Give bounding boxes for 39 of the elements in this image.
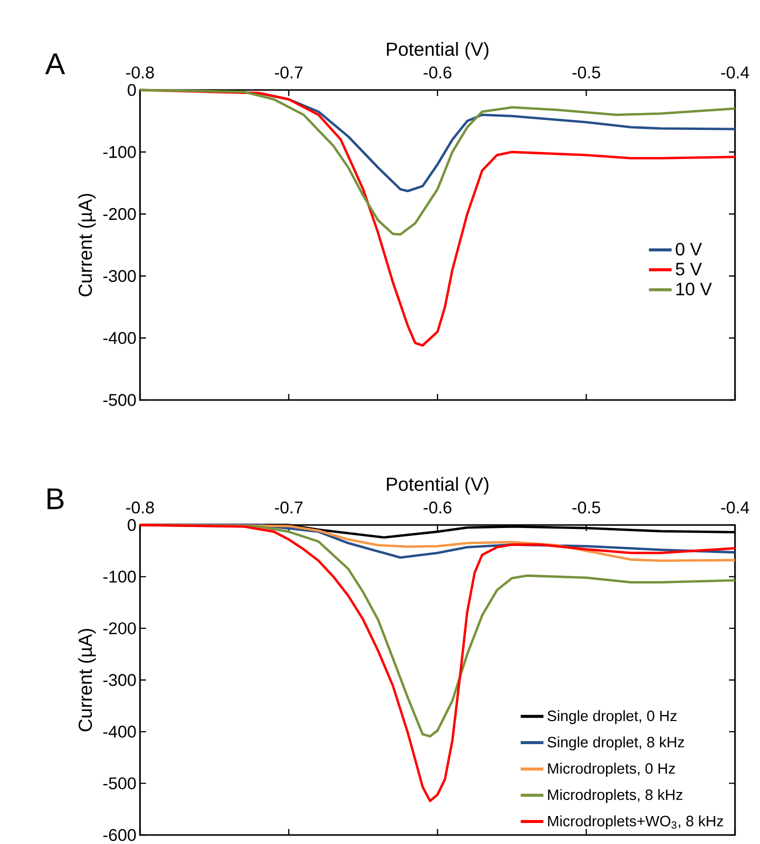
x-tick-label: -0.6 <box>424 66 452 78</box>
y-axis-title: Current (µA) <box>78 628 96 732</box>
text: A <box>45 54 66 74</box>
x-tick-label: -0.8 <box>126 501 154 514</box>
text: B <box>48 488 64 510</box>
y-axis-title: Current (µA) <box>78 194 96 296</box>
y-tick-label: -500 <box>103 394 136 406</box>
x-axis-title: Potential (V) <box>386 42 488 60</box>
x-tick-label: -0.5 <box>572 501 600 514</box>
x-axis-title: Potential (V) <box>386 477 488 495</box>
y-tick-label: -300 <box>103 674 136 686</box>
y-tick-label: -100 <box>103 146 136 158</box>
y-tick-label: -400 <box>103 726 136 738</box>
x-tick-label: -0.6 <box>424 501 452 514</box>
y-tick-label: -500 <box>103 777 136 790</box>
y-tick-label: -600 <box>103 829 136 841</box>
x-tick-label: -0.7 <box>274 501 302 514</box>
legend-label: 5 V <box>676 262 702 276</box>
line-series <box>138 524 736 802</box>
legend-label: 10 V <box>676 282 712 296</box>
y-tick-label: -100 <box>103 570 136 583</box>
x-tick-label: -0.5 <box>572 66 600 78</box>
legend-label: 0 V <box>676 242 702 256</box>
y-tick-label: 0 <box>128 519 136 531</box>
y-tick-label: -400 <box>103 332 136 344</box>
x-tick-label: -0.8 <box>126 66 154 78</box>
y-tick-label: -200 <box>103 622 136 634</box>
legend-label: Microdroplets, 0 Hz <box>548 762 675 777</box>
x-tick-label: -0.7 <box>274 66 302 78</box>
line-series <box>138 88 736 236</box>
y-tick-label: 0 <box>128 84 136 96</box>
y-tick-label: -300 <box>103 270 136 282</box>
legend-label: Single droplet, 8 kHz <box>548 736 684 750</box>
x-tick-label: -0.4 <box>721 501 750 514</box>
x-tick-label: -0.4 <box>721 66 750 78</box>
legend-label: Microdroplets, 8 kHz <box>548 789 682 804</box>
y-tick-label: -200 <box>103 208 136 220</box>
legend-label: Microdroplets+WO$_{3}$, 8 kHz <box>548 815 724 830</box>
legend-label: Single droplet, 0 Hz <box>548 710 677 724</box>
